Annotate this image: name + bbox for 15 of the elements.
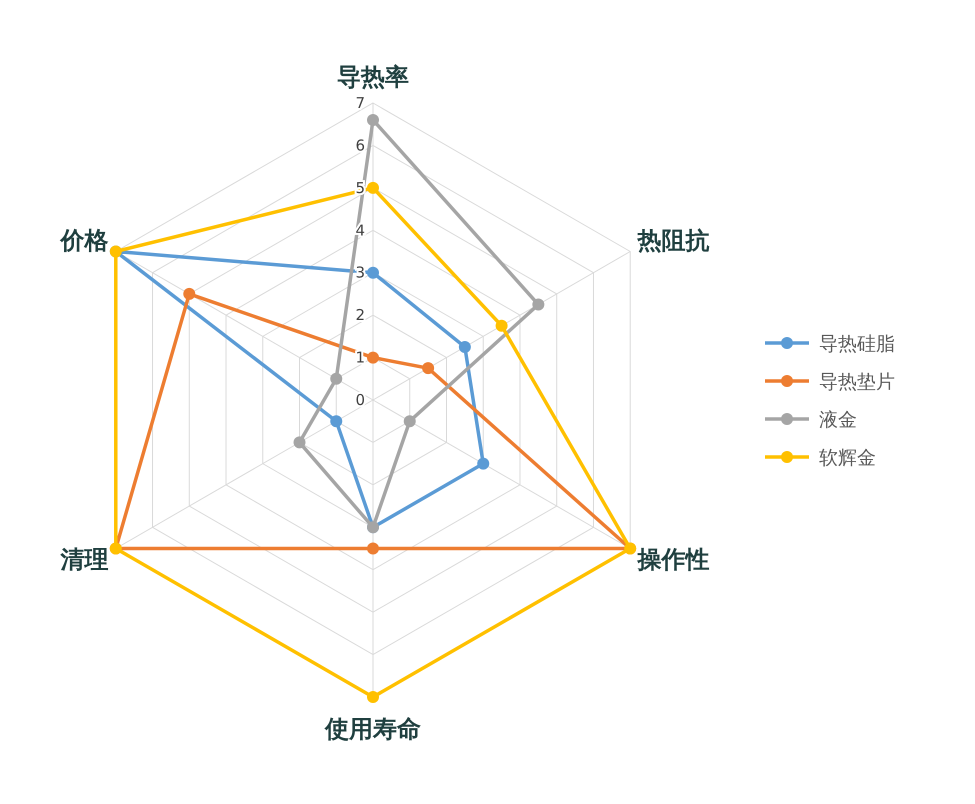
legend-label: 软辉金 xyxy=(819,447,876,469)
y-tick-label: 2 xyxy=(355,306,365,324)
legend-label: 导热硅脂 xyxy=(819,333,895,355)
spoke-label: 使用寿命 xyxy=(324,714,421,743)
spoke-label: 操作性 xyxy=(636,544,710,574)
legend-label: 导热垫片 xyxy=(819,371,895,393)
spoke-label: 导热率 xyxy=(337,62,409,91)
spoke-label: 热阻抗 xyxy=(636,226,710,254)
spoke-label: 价格 xyxy=(60,226,110,254)
y-tick-label: 6 xyxy=(355,136,365,154)
y-tick-label: 0 xyxy=(355,391,365,409)
spoke-label: 清理 xyxy=(60,544,109,574)
legend-label: 液金 xyxy=(819,409,857,431)
y-tick-label: 4 xyxy=(355,221,365,240)
y-tick-label: 7 xyxy=(355,94,365,112)
